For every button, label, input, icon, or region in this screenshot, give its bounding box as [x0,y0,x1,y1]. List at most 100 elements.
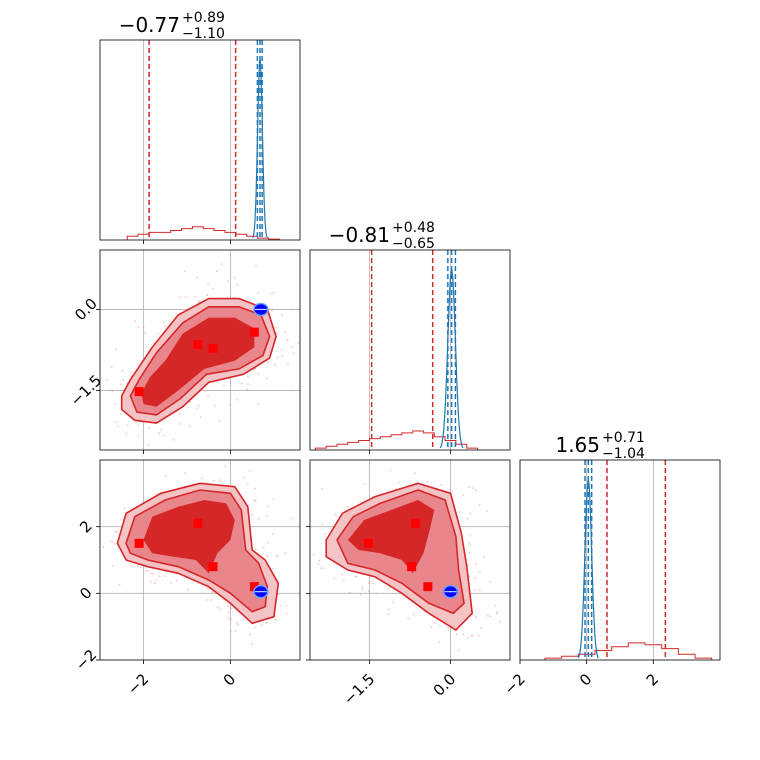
marker-square [208,343,218,353]
scatter-point [305,291,307,293]
scatter-point [293,573,295,575]
scatter-point [137,424,140,427]
scatter-point [247,383,249,385]
scatter-point [318,559,321,562]
scatter-point [355,576,358,578]
scatter-point [137,434,140,437]
scatter-point [163,434,166,437]
scatter-point [468,575,471,578]
scatter-point [272,498,275,501]
scatter-point [118,583,121,586]
scatter-point [258,517,260,520]
scatter-point [468,486,470,489]
scatter-point [203,390,206,392]
scatter-point [257,373,260,376]
scatter-point [349,591,351,594]
scatter-point [438,641,441,643]
scatter-point [257,403,260,406]
scatter-point [281,354,284,357]
scatter-point [392,601,395,603]
scatter-point [389,469,392,472]
scatter-point [266,514,268,517]
scatter-point [164,575,167,577]
diag-panel-2: −0.81 +0.48−0.65 [309,220,511,451]
diag-frame [309,249,511,451]
scatter-point [210,599,213,601]
scatter-point [324,532,327,535]
diag-panel-3: 1.65 +0.71−1.04 [519,430,721,661]
scatter-point [449,488,451,491]
scatter-point [269,293,272,295]
scatter-point [179,423,182,425]
scatter-point [297,341,299,344]
marker-square [208,562,218,572]
scatter-point [122,507,125,510]
param-title-upper-error: +0.89 [182,10,225,26]
diag-grid-1 [143,40,231,240]
scatter-point [194,295,197,298]
scatter-point [275,326,278,329]
scatter-point [467,564,469,566]
scatter-point [120,383,123,386]
scatter-point [112,565,114,567]
scatter-point [359,593,362,596]
scatter-point [470,635,473,637]
scatter-point [164,325,167,327]
x-tick-label: 2 [643,670,662,689]
scatter-point [333,577,336,580]
param-title-upper-error: +0.71 [602,430,645,446]
scatter-point [489,580,492,583]
scatter-point [361,586,364,588]
scatter-point [361,588,364,591]
scatter-point [387,613,390,616]
scatter-point [267,361,270,363]
scatter-point [284,331,286,334]
scatter-point [126,424,129,427]
scatter-point [236,283,239,286]
scatter-point [130,371,133,373]
scatter-point [150,580,152,583]
histogram-primary [544,642,713,660]
scatter-point [494,604,497,607]
scatter-panel-1-2 [99,249,307,451]
scatter-point [440,484,443,486]
scatter-point [153,582,156,585]
scatter-point [144,570,147,572]
scatter-point [149,572,152,575]
x-tick-label: −2 [500,670,528,698]
scatter-point [200,477,203,480]
scatter-point [277,555,279,557]
scatter-point [468,551,471,554]
scatter-point [480,626,482,629]
scatter-point [147,569,150,572]
scatter-point [213,404,216,407]
scatter-point [290,389,292,392]
x-tick-label: −2 [124,670,152,698]
scatter-point [275,555,278,558]
param-title-lower-error: −1.04 [602,446,645,462]
scatter-point [211,591,214,594]
scatter-point [172,438,175,441]
scatter-point [290,517,293,520]
scatter-point [115,348,118,351]
scatter-point [496,611,498,614]
scatter-point [207,282,210,285]
panel-content [100,250,307,450]
scatter-point [113,403,116,405]
marker-square [134,387,144,397]
scatter-point [223,384,226,387]
panel-content [293,460,510,660]
scatter-point [447,626,449,629]
scatter-point [472,487,475,490]
scatter-point [271,309,273,312]
scatter-point [265,377,268,380]
y-tick-label: 2 [76,517,95,536]
scatter-point [284,552,287,554]
scatter-point [341,573,343,575]
scatter-point [248,470,251,472]
scatter-point [246,482,249,485]
scatter-point [387,608,390,611]
scatter-point [303,559,305,561]
scatter-point [113,542,115,545]
scatter-point [321,487,323,490]
